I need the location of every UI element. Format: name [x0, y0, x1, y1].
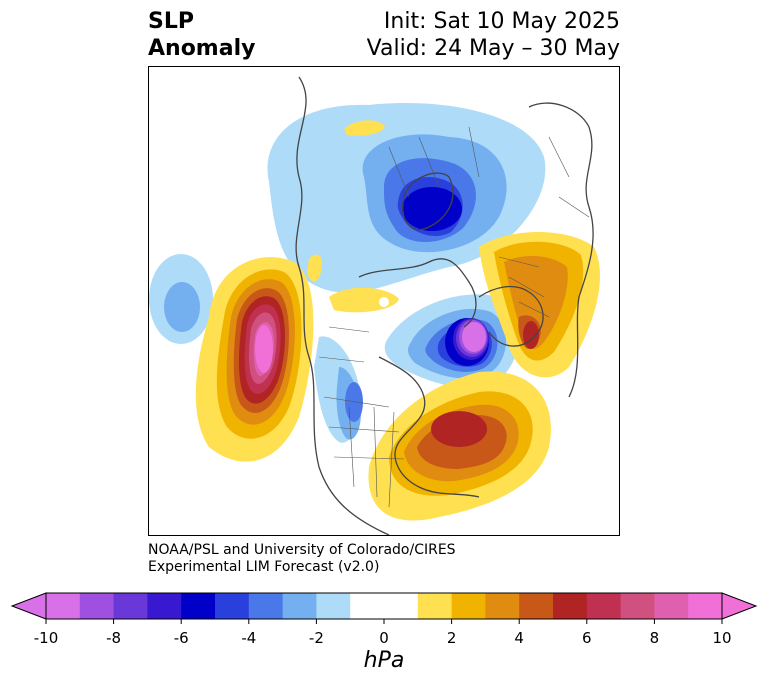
colorbar [10, 592, 758, 624]
colorbar-cell [181, 593, 216, 619]
colorbar-tick-label: 6 [582, 629, 592, 647]
title-line-1: SLP [148, 9, 194, 34]
colorbar-tick-label: -6 [173, 629, 189, 647]
greenland-low-anomaly [384, 294, 520, 388]
colorbar-cell [688, 593, 723, 619]
credit-line-1: NOAA/PSL and University of Colorado/CIRE… [148, 542, 456, 558]
colorbar-cell [215, 593, 250, 619]
colorbar-cell [417, 593, 453, 619]
colorbar-cell [46, 593, 81, 619]
colorbar-cell [553, 593, 588, 619]
colorbar-cell [282, 593, 317, 619]
forecast-dates: Init: Sat 10 May 2025 Valid: 24 May – 30… [367, 8, 620, 62]
colorbar-cell [384, 593, 419, 619]
colorbar-tick-label: 10 [712, 629, 732, 647]
arctic-low-anomaly [267, 102, 546, 293]
map-svg [149, 76, 600, 535]
colorbar-cell [147, 593, 182, 619]
colorbar-cell [586, 593, 622, 619]
coastlines [295, 76, 594, 535]
colorbar-tick-label: 8 [649, 629, 660, 647]
colorbar-tick-label: -2 [308, 629, 324, 647]
colorbar-left-extension [10, 592, 47, 620]
slp-anomaly-map [148, 66, 620, 536]
colorbar-tick-label: 0 [379, 629, 389, 647]
colorbar-cell [248, 593, 284, 619]
nw-atlantic-high-anomaly [368, 371, 551, 521]
colorbar-cell [350, 593, 385, 619]
credit-text: NOAA/PSL and University of Colorado/CIRE… [148, 542, 456, 576]
map-title: SLP Anomaly [148, 8, 255, 62]
colorbar-cell [519, 593, 554, 619]
political-borders [318, 126, 590, 508]
init-date: Init: Sat 10 May 2025 [383, 9, 620, 34]
colorbar-tick-label: 4 [514, 629, 524, 647]
title-line-2: Anomaly [148, 36, 256, 61]
colorbar-right-extension [721, 592, 758, 620]
colorbar-tick-label: -10 [33, 629, 59, 647]
colorbar-tick-label: -8 [106, 629, 122, 647]
colorbar-cell [79, 593, 115, 619]
colorbar-cell [451, 593, 486, 619]
colorbar-cell [620, 593, 655, 619]
colorbar-tick-label: -4 [241, 629, 257, 647]
valid-dates: Valid: 24 May – 30 May [366, 36, 620, 61]
credit-line-2: Experimental LIM Forecast (v2.0) [148, 559, 380, 575]
colorbar-cell [113, 593, 148, 619]
colorbar-cell [316, 593, 351, 619]
colorbar-cell [485, 593, 520, 619]
colorbar-cell [654, 593, 689, 619]
north-pacific-high-anomaly [195, 257, 314, 462]
colorbar-unit: hPa [363, 648, 405, 673]
colorbar-tick-label: 2 [446, 629, 457, 647]
